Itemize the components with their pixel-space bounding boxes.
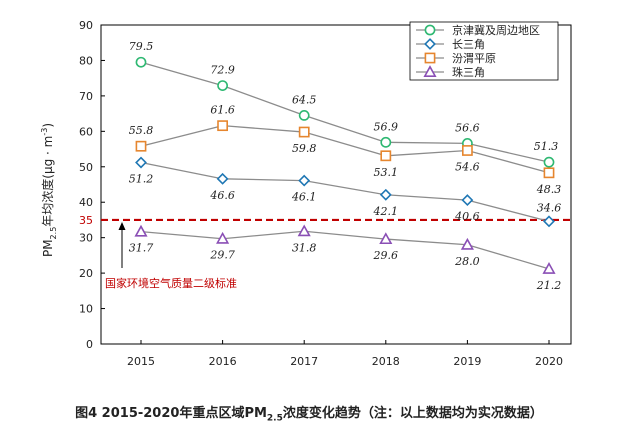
plot-frame (100, 24, 572, 345)
data-label: 54.6 (455, 160, 480, 173)
caption-suffix: 浓度变化趋势（注：以上数据均为实况数据） (282, 406, 543, 421)
data-label: 42.1 (373, 205, 399, 218)
square-marker (298, 126, 310, 138)
annotation-text: 国家环境空气质量二级标准 (105, 276, 237, 290)
series-line (140, 61, 550, 163)
triangle-marker (134, 224, 148, 237)
data-label: 72.9 (210, 64, 235, 77)
y-tick-label: 40 (79, 196, 93, 209)
legend-entry: 长三角 (452, 38, 485, 51)
triangle-marker (379, 232, 393, 245)
triangle-marker (460, 237, 474, 250)
data-label: 48.3 (536, 183, 562, 196)
diamond-marker (424, 38, 436, 50)
data-label: 34.6 (537, 201, 562, 214)
data-label: 53.1 (374, 166, 399, 179)
y-tick-label: 60 (79, 125, 93, 138)
legend-entry: 京津冀及周边地区 (452, 23, 540, 37)
square-marker (135, 140, 147, 152)
series-line (140, 161, 550, 222)
circle-marker (217, 80, 228, 92)
y-tick-label: 20 (79, 267, 93, 280)
ylabel-rest: 年均浓度(μg · m (40, 136, 55, 227)
data-label: 29.6 (373, 249, 399, 262)
ylabel-main: PM (41, 239, 55, 257)
data-label: 51.2 (129, 173, 154, 186)
data-label: 56.6 (455, 121, 480, 134)
data-label: 61.6 (210, 104, 235, 117)
diamond-marker (543, 215, 555, 228)
legend-entry: 汾渭平原 (452, 52, 496, 65)
triangle-marker (542, 262, 556, 274)
data-label: 59.8 (292, 142, 317, 155)
square-marker (461, 145, 473, 156)
series-3: 55.8 61.6 59.8 53.1 54.6 48.3 (129, 104, 562, 196)
legend-entry: 珠三角 (452, 65, 485, 79)
diamond-marker (216, 172, 229, 185)
y-tick-label: 70 (79, 90, 93, 103)
data-label: 79.5 (129, 40, 154, 53)
x-tick-label: 2019 (453, 355, 481, 368)
x-tick-label: 2017 (290, 355, 318, 368)
ylabel-close: ) (41, 123, 55, 128)
y-tick-label: 50 (79, 161, 93, 174)
y-tick-label: 0 (86, 338, 93, 351)
data-label: 29.7 (209, 249, 235, 262)
data-label: 46.6 (209, 189, 235, 202)
series-group: 79.5 72.9 64.5 56.9 56.6 51.3 51.2 46.6 46.1 42.1… (129, 40, 562, 292)
data-label: 64.5 (292, 93, 317, 106)
circle-marker (135, 56, 147, 68)
data-label: 28.0 (454, 255, 480, 268)
series-line (140, 125, 550, 174)
threshold-label: 35 (79, 214, 93, 227)
circle-marker (380, 136, 392, 148)
triangle-marker (423, 65, 437, 77)
axes: 0 10 20 30 40 50 60 70 80 90 2015 2016 2017 2018 2019 2… (79, 19, 572, 368)
data-label: 51.3 (534, 140, 559, 153)
circle-marker (543, 156, 555, 168)
data-label: 31.7 (129, 242, 154, 255)
ylabel-sub: 2.5 (49, 227, 58, 240)
triangle-marker (297, 224, 311, 237)
data-label: 31.8 (292, 241, 317, 254)
threshold-group: 35 国家环境空气质量二级标准 (79, 214, 571, 290)
series-2: 51.2 46.6 46.1 42.1 40.6 34.6 (129, 156, 562, 228)
y-tick-label: 10 (79, 303, 93, 316)
circle-marker (424, 24, 436, 36)
figure-caption: 图4 2015-2020年重点区域PM2.5浓度变化趋势（注：以上数据均为实况数… (0, 402, 618, 424)
x-tick-label: 2020 (535, 355, 563, 368)
x-tick-label: 2016 (209, 355, 237, 368)
data-label: 56.9 (374, 120, 399, 133)
diamond-marker (379, 188, 392, 201)
series-line (140, 230, 550, 270)
square-marker (543, 167, 555, 179)
square-marker (380, 150, 392, 162)
x-tick-label: 2018 (372, 355, 400, 368)
square-marker (424, 52, 436, 64)
x-tick-label: 2015 (127, 355, 155, 368)
series-4: 31.7 29.7 31.8 29.6 28.0 21.2 (129, 224, 562, 292)
diamond-marker (461, 194, 474, 207)
y-tick-label: 80 (79, 54, 93, 67)
square-marker (217, 120, 228, 132)
circle-marker (298, 109, 310, 121)
data-label: 21.2 (536, 279, 562, 292)
y-tick-label: 90 (79, 19, 93, 32)
y-axis-label: PM2.5年均浓度(μg · m-3) (40, 123, 58, 257)
annotation-arrow-head (118, 221, 126, 230)
diamond-marker (298, 174, 311, 187)
ylabel-sup: -3 (40, 128, 49, 136)
data-label: 55.8 (129, 124, 154, 137)
triangle-marker (216, 231, 230, 244)
caption-sub: 2.5 (266, 413, 283, 424)
data-label: 40.6 (454, 210, 480, 223)
data-label: 46.1 (291, 191, 317, 204)
y-tick-label: 30 (79, 232, 93, 245)
caption-prefix: 图4 2015-2020年重点区域PM (75, 406, 267, 421)
diamond-marker (135, 156, 147, 169)
